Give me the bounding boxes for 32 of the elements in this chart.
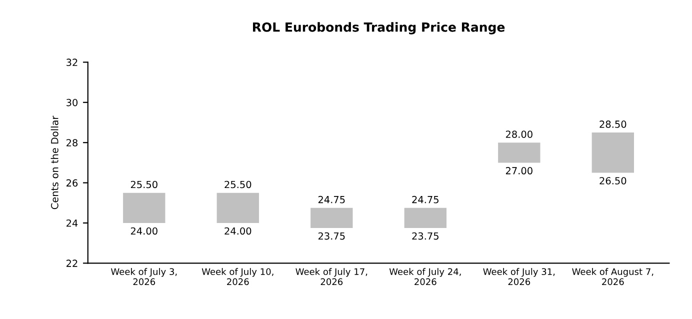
- annotation: 25.50: [130, 180, 158, 188]
- bar: [123, 192, 166, 223]
- annotation: 24.75: [412, 196, 438, 204]
- y-axis-title: Cents on the Dollar: [50, 116, 58, 210]
- x-tick-label: Week of July 17, 2026: [296, 268, 368, 286]
- chart-title: ROL Eurobonds Trading Price Range: [253, 22, 505, 34]
- y-tick-label: 22: [66, 260, 78, 267]
- x-tick-label: Week of July 10, 2026: [202, 268, 274, 286]
- y-tick-label: 28: [66, 139, 78, 146]
- bar: [592, 132, 634, 173]
- annotation: 28.50: [600, 120, 626, 128]
- annotation: 23.75: [318, 232, 345, 240]
- annotation: 25.50: [224, 180, 252, 188]
- annotation: 26.50: [600, 177, 626, 184]
- annotation: 23.75: [412, 232, 438, 240]
- bar: [216, 192, 259, 223]
- annotation: 24.00: [130, 227, 158, 235]
- y-tick-label: 32: [66, 58, 78, 66]
- x-tick-label: Week of August 7, 2026: [572, 268, 654, 286]
- y-tick-label: 24: [66, 219, 78, 227]
- bar: [310, 208, 353, 228]
- x-tick-label: Week of July 24, 2026: [389, 268, 461, 286]
- bar: [498, 142, 540, 163]
- annotation: 27.00: [506, 167, 532, 174]
- y-tick-label: 26: [66, 179, 78, 187]
- x-tick-label: Week of July 31, 2026: [483, 268, 555, 286]
- annotation: 24.75: [318, 196, 345, 204]
- annotation: 28.00: [506, 130, 532, 138]
- bar: [404, 208, 446, 228]
- y-tick-label: 30: [66, 98, 78, 106]
- x-tick-label: Week of July 3, 2026: [110, 268, 177, 286]
- annotation: 24.00: [224, 227, 252, 235]
